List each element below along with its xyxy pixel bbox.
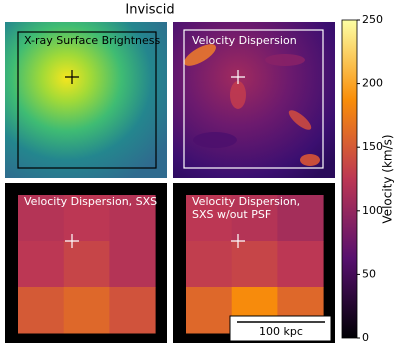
figure-title: Inviscid [125, 3, 174, 18]
colorbar [341, 19, 358, 339]
panel-title: Velocity Dispersion, SXS [24, 195, 157, 208]
heatmap-cell [18, 241, 65, 288]
colorbar-tick-label: 200 [362, 77, 383, 90]
heatmap-cell [109, 195, 156, 242]
colorbar-label: Velocity (km/s) [381, 134, 395, 223]
heatmap-cell [109, 241, 156, 288]
fov-box [183, 29, 324, 169]
heatmap-cell [186, 195, 233, 242]
colorbar-tick-label: 0 [362, 331, 369, 344]
heatmap-cell [63, 287, 110, 334]
heatmap-cell [18, 195, 65, 242]
heatmap-cell [231, 241, 278, 288]
fov-box [17, 31, 157, 169]
heatmap-cell [231, 195, 278, 242]
panel-title: Velocity Dispersion [192, 34, 297, 47]
velocity-features [184, 44, 320, 166]
heatmap-cell [277, 241, 324, 288]
heatmap-cell [109, 287, 156, 334]
panel-title: Velocity Dispersion, [192, 195, 300, 208]
panel-title: SXS w/out PSF [192, 208, 271, 221]
xray-map [5, 22, 167, 178]
scale-bar-label: 100 kpc [259, 325, 303, 338]
crosshair [231, 70, 245, 84]
scale-bar-box [229, 315, 332, 342]
crosshair [65, 70, 79, 84]
heatmap-cell [18, 287, 65, 334]
heatmap-cell [186, 241, 233, 288]
heatmap-cell [63, 241, 110, 288]
colorbar-tick-label: 100 [362, 204, 383, 217]
heatmap-cell [277, 195, 324, 242]
crosshair [65, 234, 79, 248]
heatmap-cell [186, 287, 233, 334]
colorbar-tick-label: 150 [362, 140, 383, 153]
panel-title: X-ray Surface Brightness [24, 34, 160, 47]
colorbar-tick-label: 50 [362, 267, 376, 280]
colorbar-tick-label: 250 [362, 13, 383, 26]
crosshair [231, 234, 245, 248]
heatmap-cell [63, 195, 110, 242]
